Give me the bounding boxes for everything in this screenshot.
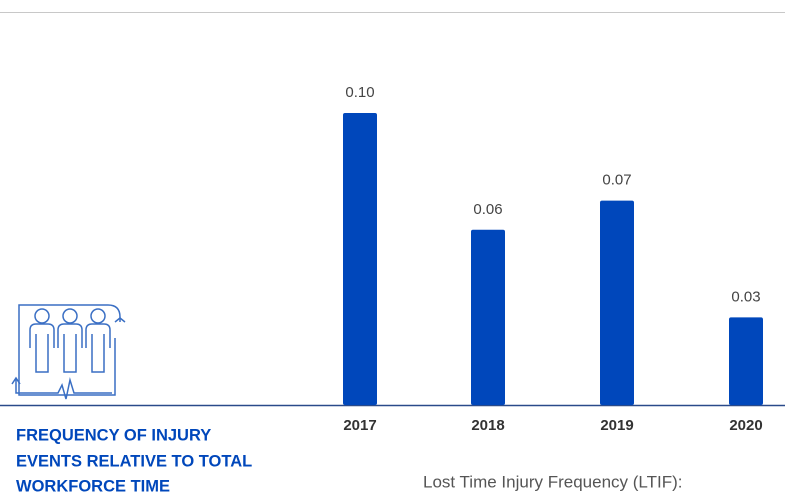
subtitle: Lost Time Injury Frequency (LTIF):	[423, 472, 682, 491]
x-tick-label: 2017	[343, 417, 376, 434]
x-tick-label: 2019	[600, 417, 633, 434]
icon	[11, 304, 126, 400]
title-line: FREQUENCY OF INJURY	[16, 426, 211, 444]
value-label: 0.07	[602, 172, 631, 189]
title-line: WORKFORCE TIME	[16, 477, 170, 495]
x-tick-label: 2018	[471, 417, 504, 434]
bar	[600, 200, 634, 405]
title-line: EVENTS RELATIVE TO TOTAL	[16, 452, 252, 470]
value-label: 0.10	[345, 84, 374, 101]
bar	[343, 113, 377, 405]
x-tick-label: 2020	[729, 417, 762, 434]
bar	[729, 317, 763, 405]
bar	[471, 229, 505, 405]
value-label: 0.06	[473, 201, 502, 218]
value-label: 0.03	[731, 288, 760, 305]
